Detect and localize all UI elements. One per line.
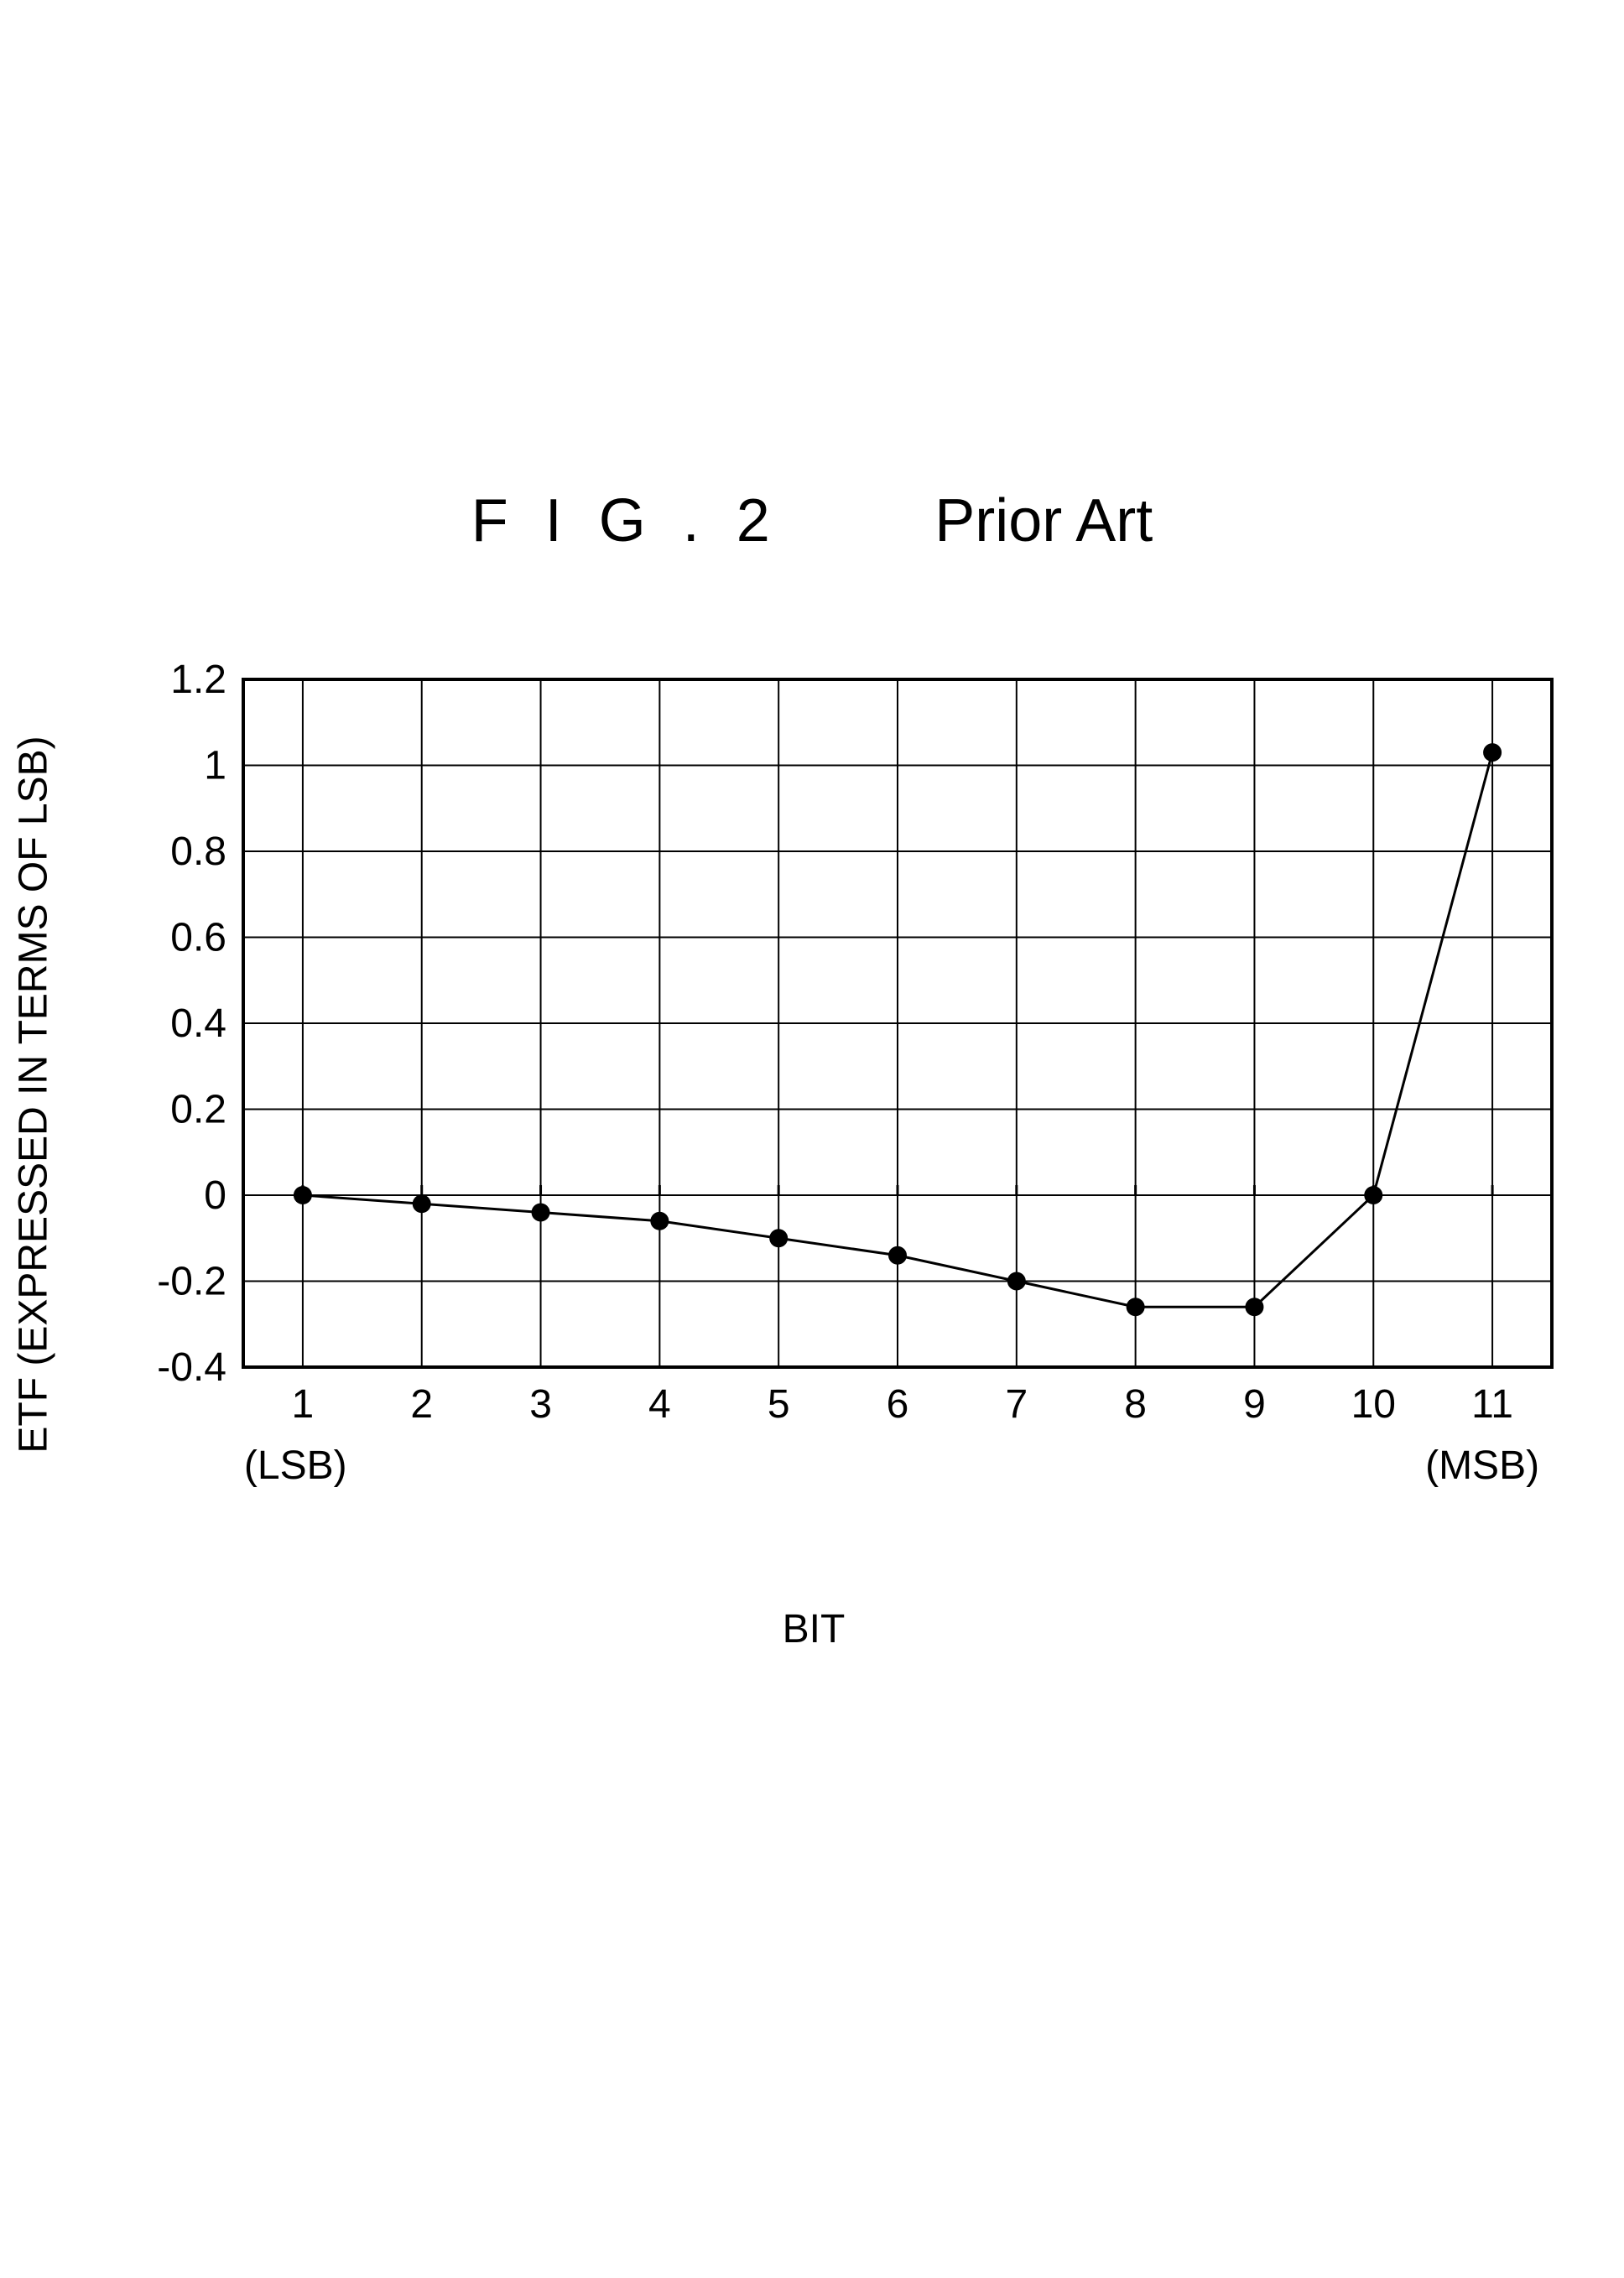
svg-text:8: 8 bbox=[1124, 1382, 1147, 1427]
svg-text:1: 1 bbox=[292, 1382, 315, 1427]
svg-text:6: 6 bbox=[887, 1382, 909, 1427]
prior-art-label: Prior Art bbox=[934, 486, 1153, 555]
svg-text:9: 9 bbox=[1243, 1382, 1266, 1427]
svg-text:0.4: 0.4 bbox=[170, 1001, 226, 1046]
svg-text:3: 3 bbox=[529, 1382, 552, 1427]
svg-text:-0.4: -0.4 bbox=[157, 1345, 226, 1390]
chart-container: ETF (EXPRESSED IN TERMS OF LSB) -0.4-0.2… bbox=[50, 654, 1577, 1535]
svg-text:0.8: 0.8 bbox=[170, 830, 226, 874]
figure-label: F I G . 2 bbox=[471, 486, 780, 555]
svg-text:0.6: 0.6 bbox=[170, 916, 226, 960]
svg-text:10: 10 bbox=[1351, 1382, 1396, 1427]
svg-text:1.2: 1.2 bbox=[170, 658, 226, 702]
msb-annotation: (MSB) bbox=[1425, 1443, 1539, 1489]
svg-text:0.2: 0.2 bbox=[170, 1088, 226, 1132]
svg-text:0: 0 bbox=[204, 1173, 226, 1218]
svg-text:5: 5 bbox=[768, 1382, 790, 1427]
x-axis-label: BIT bbox=[783, 1606, 846, 1652]
svg-text:1: 1 bbox=[204, 744, 226, 788]
svg-text:4: 4 bbox=[648, 1382, 671, 1427]
svg-text:-0.2: -0.2 bbox=[157, 1260, 226, 1304]
svg-text:7: 7 bbox=[1005, 1382, 1028, 1427]
svg-text:2: 2 bbox=[410, 1382, 433, 1427]
etf-chart: -0.4 -0.2 0 0.2 0.4 0.6 0.8 1 1.2 1 2 3 4 5 6 7 8 9 10 11 bbox=[50, 654, 1577, 1535]
page: F I G . 2 Prior Art ETF (EXPRESSED IN TE… bbox=[0, 0, 1624, 2278]
lsb-annotation: (LSB) bbox=[244, 1443, 347, 1489]
svg-text:11: 11 bbox=[1471, 1382, 1513, 1427]
y-axis-label: ETF (EXPRESSED IN TERMS OF LSB) bbox=[11, 736, 57, 1453]
title-row: F I G . 2 Prior Art bbox=[0, 486, 1624, 555]
